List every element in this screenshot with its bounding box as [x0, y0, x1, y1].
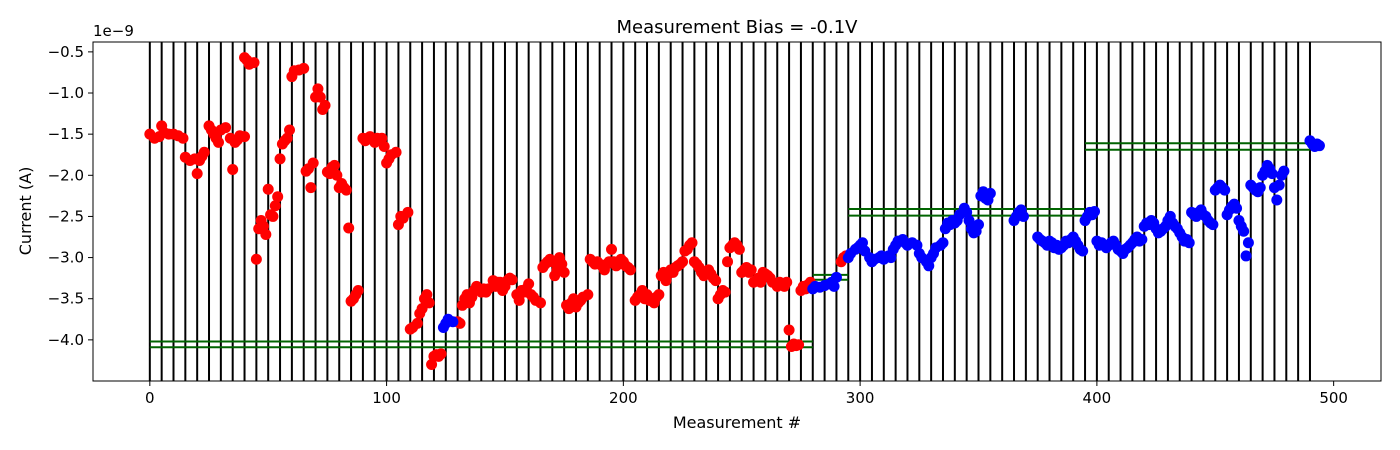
point-red-64: [329, 159, 340, 171]
point-red-41: [269, 200, 281, 212]
point-blue-167: [1266, 168, 1278, 180]
x-tick-label-4: 400: [1083, 389, 1112, 407]
point-red-60: [319, 99, 331, 111]
x-tick-label-2: 200: [609, 389, 638, 407]
point-blue-43: [937, 237, 949, 249]
x-axis-label: Measurement #: [673, 413, 801, 432]
point-blue-92: [1089, 206, 1101, 217]
point-blue-157: [1242, 237, 1254, 249]
point-red-223: [745, 264, 757, 276]
x-tick-label-3: 300: [846, 389, 875, 407]
point-blue-57: [973, 219, 984, 231]
point-red-165: [606, 243, 618, 255]
point-blue-155: [1238, 225, 1250, 237]
point-red-43: [274, 153, 286, 165]
point-red-70: [343, 222, 355, 234]
point-blue-177: [1313, 140, 1325, 152]
point-red-146: [558, 266, 570, 278]
point-red-54: [305, 182, 317, 194]
point-blue-162: [1254, 182, 1266, 194]
point-red-155: [582, 289, 594, 301]
point-blue-172: [1278, 165, 1290, 177]
point-red-87: [390, 146, 402, 158]
point-red-94: [411, 317, 423, 329]
y-axis-offset-text: 1e−9: [93, 22, 134, 40]
point-red-15: [198, 146, 210, 158]
point-blue-132: [1183, 237, 1195, 249]
point-red-238: [783, 324, 795, 336]
point-blue-152: [1231, 202, 1243, 214]
y-tick-label-0: −4.0: [48, 331, 84, 349]
point-red-24: [227, 164, 239, 176]
point-red-51: [298, 62, 310, 74]
point-red-132: [523, 278, 535, 290]
point-red-173: [624, 264, 636, 276]
point-blue-62: [984, 187, 996, 199]
point-red-213: [722, 256, 734, 268]
point-red-212: [719, 286, 731, 298]
y-tick-label-2: −3.0: [48, 249, 84, 267]
point-blue-112: [1136, 233, 1148, 245]
vertical-lines: [148, 42, 1311, 381]
point-red-69: [340, 184, 352, 196]
point-blue-10: [828, 280, 840, 292]
point-blue-142: [1207, 219, 1219, 231]
point-red-47: [284, 124, 296, 136]
point-red-198: [686, 237, 698, 249]
point-blue-170: [1273, 179, 1285, 191]
point-red-136: [534, 297, 546, 309]
point-red-38: [262, 183, 274, 195]
y-tick-label-7: −0.5: [48, 43, 84, 61]
chart-title: Measurement Bias = -0.1V: [616, 17, 858, 38]
y-tick-label-1: −3.5: [48, 290, 84, 308]
y-tick-label-4: −2.0: [48, 166, 84, 184]
point-red-22: [220, 122, 232, 134]
point-red-194: [677, 256, 689, 268]
plot-frame: [92, 41, 1382, 382]
point-red-37: [260, 229, 272, 241]
point-red-126: [506, 274, 518, 286]
point-red-65: [331, 169, 343, 181]
point-red-8: [177, 132, 189, 144]
point-red-58: [314, 91, 326, 103]
point-red-40: [267, 210, 279, 222]
point-red-28: [239, 131, 251, 143]
point-blue-147: [1219, 184, 1231, 196]
x-tick-label-5: 500: [1319, 389, 1348, 407]
x-axis-ticks: 0 100 200 300 400 500: [145, 381, 1348, 407]
y-tick-label-6: −1.0: [48, 84, 84, 102]
point-red-33: [250, 253, 262, 265]
point-red-12: [191, 168, 203, 180]
point-red-227: [755, 276, 767, 288]
point-red-208: [710, 275, 722, 287]
point-red-242: [793, 339, 805, 351]
point-red-32: [248, 57, 260, 69]
point-red-184: [653, 289, 665, 301]
point-red-42: [272, 191, 284, 203]
point-red-104: [435, 348, 447, 360]
point-red-91: [402, 206, 414, 218]
point-blue-87: [1077, 245, 1089, 257]
point-red-83: [378, 140, 390, 152]
point-red-74: [352, 284, 364, 296]
point-blue-67: [1017, 210, 1029, 222]
point-blue-169: [1271, 194, 1283, 206]
point-red-55: [307, 157, 319, 169]
point-red-128: [513, 294, 525, 306]
point-red-237: [781, 276, 793, 288]
y-axis-label: Current (A): [16, 167, 35, 256]
point-red-218: [733, 243, 745, 255]
point-red-99: [423, 297, 435, 309]
point-blue-3: [447, 316, 459, 328]
point-red-20: [212, 136, 224, 148]
x-tick-label-1: 100: [372, 389, 401, 407]
point-blue-156: [1240, 250, 1252, 262]
data-points: [144, 52, 1325, 371]
y-axis-ticks: −4.0 −3.5 −3.0 −2.5 −2.0 −1.5 −1.0 −0.5: [48, 43, 93, 349]
y-tick-label-3: −2.5: [48, 207, 84, 225]
x-tick-label-0: 0: [145, 389, 155, 407]
point-blue-11: [830, 271, 842, 283]
y-tick-label-5: −1.5: [48, 125, 84, 143]
